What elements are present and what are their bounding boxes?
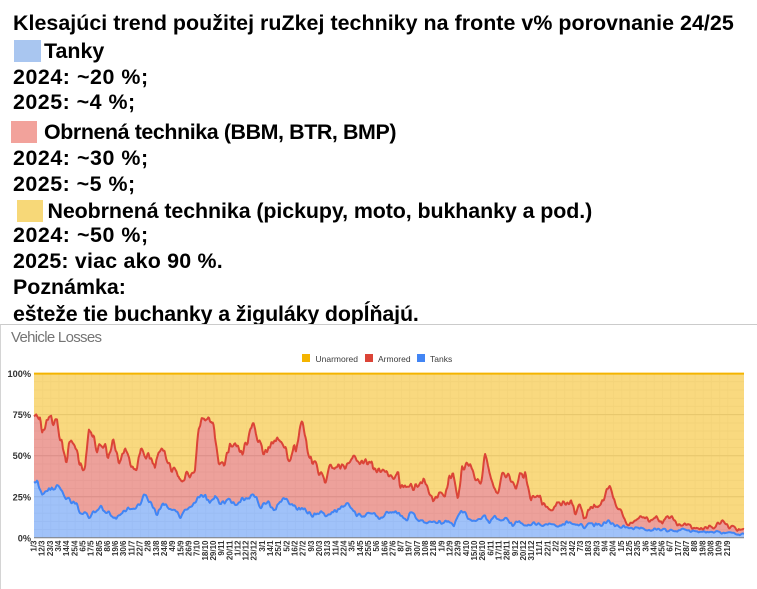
svg-text:25/6: 25/6 [658,540,667,556]
svg-text:29/10: 29/10 [209,540,218,561]
svg-text:13/2: 13/2 [560,540,569,556]
svg-text:29/3: 29/3 [592,540,601,556]
svg-text:23/5: 23/5 [633,540,642,556]
svg-text:18/10: 18/10 [201,540,210,561]
svg-text:75%: 75% [13,410,31,420]
svg-text:18/3: 18/3 [584,540,593,556]
svg-text:25/1: 25/1 [274,540,283,556]
svg-text:10/9: 10/9 [715,540,724,556]
svg-text:25/5: 25/5 [364,540,373,556]
svg-text:14/5: 14/5 [356,540,365,556]
svg-text:16/2: 16/2 [291,540,300,556]
svg-text:4/10: 4/10 [462,540,471,556]
svg-text:31/3: 31/3 [323,540,332,556]
svg-text:9/4: 9/4 [601,540,610,552]
svg-text:8/7: 8/7 [397,540,406,552]
svg-text:30/7: 30/7 [413,540,422,556]
svg-text:20/11: 20/11 [225,540,234,560]
svg-text:8/6: 8/6 [103,540,112,552]
svg-text:28/7: 28/7 [682,540,691,556]
svg-text:3/5: 3/5 [348,540,357,552]
svg-text:11/4: 11/4 [331,540,340,556]
svg-text:21/9: 21/9 [723,540,732,556]
svg-text:23/12: 23/12 [250,540,259,561]
svg-text:20/4: 20/4 [609,540,618,556]
svg-text:28/11: 28/11 [503,540,512,560]
svg-text:26/9: 26/9 [185,540,194,556]
svg-text:15/9: 15/9 [176,540,185,556]
svg-text:19/8: 19/8 [698,540,707,556]
svg-text:9/12: 9/12 [511,540,520,556]
svg-text:14/4: 14/4 [62,540,71,556]
svg-text:17/5: 17/5 [87,540,96,556]
svg-text:7/3: 7/3 [576,540,585,552]
svg-text:23/3: 23/3 [46,540,55,556]
svg-text:5/2: 5/2 [282,540,291,552]
svg-text:20/3: 20/3 [315,540,324,556]
svg-text:0%: 0% [18,533,31,543]
svg-text:14/1: 14/1 [266,540,275,556]
svg-text:4/9: 4/9 [168,540,177,552]
svg-text:13/8: 13/8 [152,540,161,556]
svg-text:12/5: 12/5 [625,540,634,556]
svg-text:27/6: 27/6 [388,540,397,556]
svg-text:11/1: 11/1 [535,540,544,556]
svg-text:31/12: 31/12 [527,540,536,561]
svg-text:22/4: 22/4 [340,540,349,556]
svg-text:15/10: 15/10 [470,540,479,561]
svg-text:9/11: 9/11 [217,540,226,556]
svg-text:20/12: 20/12 [519,540,528,561]
svg-text:21/8: 21/8 [429,540,438,556]
svg-text:17/11: 17/11 [494,540,503,560]
svg-text:24/2: 24/2 [568,540,577,556]
svg-text:1/9: 1/9 [437,540,446,552]
svg-text:1/12: 1/12 [233,540,242,556]
svg-text:25/4: 25/4 [70,540,79,556]
svg-text:12/3: 12/3 [38,540,47,556]
svg-text:22/1: 22/1 [543,540,552,556]
svg-text:30/8: 30/8 [707,540,716,556]
svg-text:6/5: 6/5 [78,540,87,552]
svg-text:50%: 50% [13,451,31,461]
svg-text:14/6: 14/6 [649,540,658,556]
svg-text:100%: 100% [8,369,32,379]
svg-text:12/9: 12/9 [446,540,455,556]
svg-text:12/12: 12/12 [242,540,251,561]
svg-text:30/6: 30/6 [119,540,128,556]
svg-text:3/1: 3/1 [258,540,267,552]
svg-text:19/7: 19/7 [405,540,414,556]
svg-text:3/4: 3/4 [54,540,63,552]
svg-text:1/3: 1/3 [30,540,39,552]
svg-text:23/9: 23/9 [454,540,463,556]
svg-text:6/11: 6/11 [486,540,495,556]
svg-text:26/10: 26/10 [478,540,487,561]
svg-text:19/6: 19/6 [111,540,120,556]
svg-text:28/5: 28/5 [95,540,104,556]
svg-text:17/7: 17/7 [674,540,683,556]
svg-text:9/3: 9/3 [307,540,316,552]
svg-text:10/8: 10/8 [421,540,430,556]
svg-text:22/7: 22/7 [136,540,145,556]
svg-text:2/2: 2/2 [552,540,561,552]
svg-text:3/6: 3/6 [641,540,650,552]
svg-text:24/8: 24/8 [160,540,169,556]
svg-text:1/5: 1/5 [617,540,626,552]
svg-text:11/7: 11/7 [127,540,136,556]
svg-text:7/10: 7/10 [193,540,202,556]
svg-text:6/7: 6/7 [666,540,675,552]
svg-text:16/6: 16/6 [380,540,389,556]
svg-text:8/8: 8/8 [690,540,699,552]
svg-text:27/2: 27/2 [299,540,308,556]
svg-text:5/6: 5/6 [372,540,381,552]
svg-text:2/8: 2/8 [144,540,153,552]
svg-text:25%: 25% [13,492,31,502]
